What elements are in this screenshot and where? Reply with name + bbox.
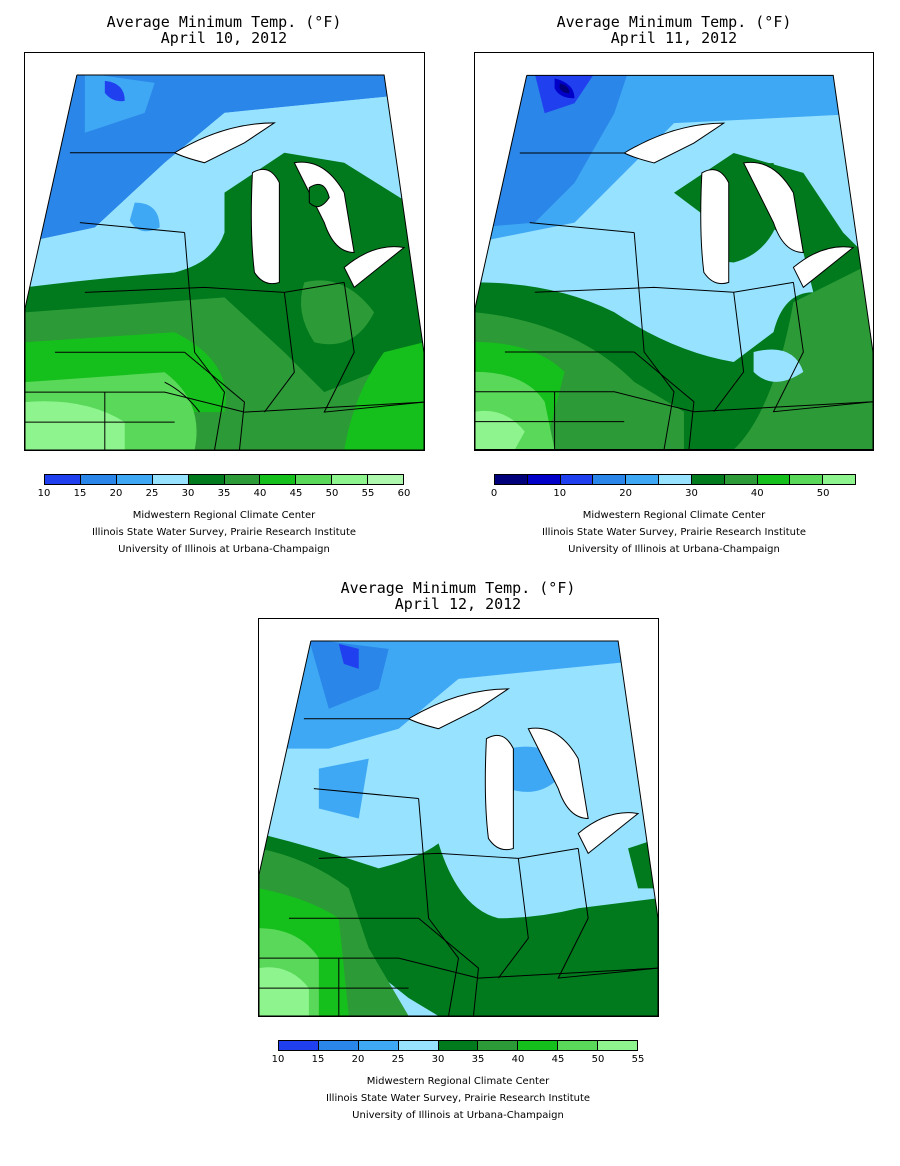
legend-tick: 55 — [361, 488, 375, 499]
legend-tick: 45 — [289, 488, 303, 499]
legend-swatch — [560, 475, 594, 484]
legend-swatch — [368, 475, 404, 484]
legend-swatch — [558, 1041, 599, 1050]
map-title: Average Minimum Temp. (°F) April 11, 201… — [474, 14, 874, 46]
legend-tick: 30 — [685, 488, 698, 499]
legend-swatch — [398, 1041, 439, 1050]
map-title: Average Minimum Temp. (°F) April 12, 201… — [258, 580, 658, 612]
legend-swatch — [358, 1041, 399, 1050]
legend-tick: 30 — [431, 1054, 445, 1065]
legend-tick: 60 — [397, 488, 411, 499]
temperature-map — [258, 618, 659, 1017]
credit-line: University of Illinois at Urbana-Champai… — [118, 544, 330, 555]
legend-tick: 50 — [591, 1054, 605, 1065]
legend-tick: 40 — [511, 1054, 525, 1065]
credit-line: Midwestern Regional Climate Center — [366, 1076, 550, 1087]
legend-swatch — [318, 1041, 359, 1050]
legend-tick: 20 — [619, 488, 632, 499]
color-legend — [494, 474, 856, 485]
legend-swatch — [45, 475, 81, 484]
legend-tick: 15 — [311, 1054, 325, 1065]
legend-tick: 20 — [109, 488, 123, 499]
legend-swatch — [478, 1041, 519, 1050]
legend-swatch — [724, 475, 758, 484]
map-title-line1: Average Minimum Temp. (°F) — [106, 13, 342, 31]
credit-line: Midwestern Regional Climate Center — [132, 510, 316, 521]
legend-swatch — [518, 1041, 559, 1050]
map-title-date: April 11, 2012 — [610, 29, 738, 47]
color-legend — [278, 1040, 638, 1051]
credits: Midwestern Regional Climate Center Illin… — [24, 507, 424, 558]
legend-tick: 40 — [253, 488, 267, 499]
legend-swatch — [296, 475, 333, 484]
map-title-line1: Average Minimum Temp. (°F) — [340, 579, 576, 597]
legend-tick: 35 — [471, 1054, 485, 1065]
legend-swatch — [80, 475, 117, 484]
credit-line: University of Illinois at Urbana-Champai… — [352, 1110, 564, 1121]
legend-tick: 10 — [271, 1054, 285, 1065]
credits: Midwestern Regional Climate Center Illin… — [474, 507, 874, 558]
legend-tick: 0 — [490, 488, 498, 499]
legend-tick: 30 — [181, 488, 195, 499]
legend-tick: 35 — [217, 488, 231, 499]
legend-tick: 50 — [325, 488, 339, 499]
legend-tick: 40 — [750, 488, 764, 499]
legend-tick: 50 — [816, 488, 830, 499]
legend-swatch — [598, 1041, 638, 1050]
legend-swatch — [224, 475, 261, 484]
temperature-map — [474, 52, 874, 451]
legend-swatch — [593, 475, 627, 484]
legend-swatch — [626, 475, 660, 484]
legend-swatch — [495, 475, 528, 484]
legend-tick: 10 — [553, 488, 567, 499]
legend-tick: 15 — [73, 488, 87, 499]
credit-line: Midwestern Regional Climate Center — [582, 510, 766, 521]
legend-swatch — [757, 475, 791, 484]
legend-swatch — [527, 475, 561, 484]
map-title-date: April 10, 2012 — [160, 29, 288, 47]
legend-tick: 25 — [391, 1054, 405, 1065]
credit-line: Illinois State Water Survey, Prairie Res… — [541, 527, 807, 538]
legend-swatch — [279, 1041, 319, 1050]
legend-swatch — [152, 475, 189, 484]
legend-swatch — [116, 475, 153, 484]
legend-swatch — [260, 475, 297, 484]
legend-tick: 45 — [551, 1054, 565, 1065]
legend-swatch — [438, 1041, 479, 1050]
legend-swatch — [188, 475, 225, 484]
legend-swatch — [659, 475, 692, 484]
legend-tick: 55 — [631, 1054, 645, 1065]
temperature-map — [24, 52, 425, 451]
credit-line: University of Illinois at Urbana-Champai… — [568, 544, 780, 555]
color-legend — [44, 474, 404, 485]
credit-line: Illinois State Water Survey, Prairie Res… — [325, 1093, 591, 1104]
map-title-line1: Average Minimum Temp. (°F) — [556, 13, 792, 31]
map-title: Average Minimum Temp. (°F) April 10, 201… — [24, 14, 424, 46]
legend-swatch — [823, 475, 855, 484]
credits: Midwestern Regional Climate Center Illin… — [258, 1073, 658, 1124]
legend-swatch — [691, 475, 725, 484]
legend-swatch — [790, 475, 824, 484]
legend-tick: 10 — [37, 488, 51, 499]
map-title-date: April 12, 2012 — [394, 595, 522, 613]
credit-line: Illinois State Water Survey, Prairie Res… — [91, 527, 357, 538]
legend-tick: 20 — [351, 1054, 365, 1065]
legend-swatch — [332, 475, 369, 484]
legend-tick: 25 — [145, 488, 159, 499]
